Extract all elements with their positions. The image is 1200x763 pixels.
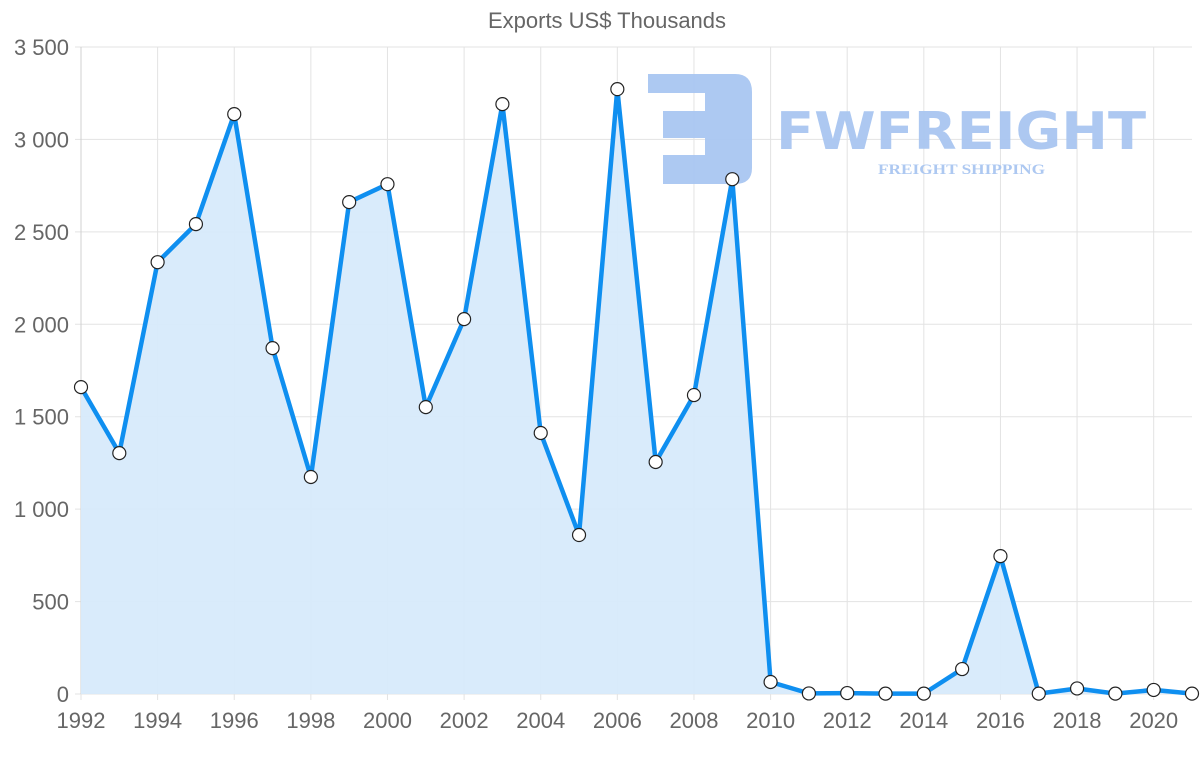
data-point[interactable]: [1184, 686, 1200, 701]
svg-text:FWFREIGHT: FWFREIGHT: [776, 102, 1147, 162]
data-points: [73, 82, 1200, 701]
data-point[interactable]: [342, 194, 357, 210]
data-point[interactable]: [840, 685, 855, 701]
x-tick-label: 2010: [746, 708, 795, 733]
x-tick-label: 2002: [440, 708, 489, 733]
data-point[interactable]: [1069, 681, 1085, 696]
data-point[interactable]: [227, 107, 242, 122]
y-tick-label: 500: [32, 590, 69, 615]
data-point[interactable]: [112, 446, 127, 461]
data-point[interactable]: [457, 312, 472, 327]
y-tick-label: 0: [57, 682, 69, 707]
data-point[interactable]: [303, 469, 318, 485]
data-point[interactable]: [571, 527, 587, 543]
x-axis: 1992 1994 1996 1998 2000 2002 2004 2006 2008 2010…: [57, 708, 1179, 733]
data-point[interactable]: [725, 172, 740, 187]
data-point[interactable]: [533, 425, 548, 441]
data-point[interactable]: [188, 216, 204, 232]
area-fill: [81, 89, 1192, 695]
x-tick-label: 2014: [899, 708, 948, 733]
y-tick-label: 1 000: [14, 497, 69, 522]
x-tick-label: 1994: [133, 708, 182, 733]
x-tick-label: 2016: [976, 708, 1025, 733]
data-point[interactable]: [993, 548, 1008, 564]
data-point[interactable]: [73, 380, 89, 395]
y-tick-label: 3 500: [14, 35, 69, 60]
data-point[interactable]: [610, 82, 625, 97]
data-point[interactable]: [1108, 686, 1123, 701]
data-point[interactable]: [1146, 682, 1161, 698]
data-point[interactable]: [418, 400, 433, 415]
data-point[interactable]: [916, 686, 931, 701]
y-tick-label: 1 500: [14, 405, 69, 430]
x-tick-label: 2000: [363, 708, 412, 733]
data-point[interactable]: [878, 686, 893, 701]
data-point[interactable]: [763, 674, 778, 690]
x-tick-label: 2004: [516, 708, 565, 733]
x-tick-label: 1998: [286, 708, 335, 733]
data-point[interactable]: [955, 661, 970, 677]
x-tick-label: 2006: [593, 708, 642, 733]
data-point[interactable]: [380, 177, 395, 192]
data-line: [79, 86, 1193, 696]
fwfreight-watermark: FWFREIGHT FREIGHT SHIPPING: [648, 74, 1147, 184]
x-tick-label: 1992: [57, 708, 106, 733]
y-tick-label: 3 000: [14, 127, 69, 152]
x-tick-label: 1996: [210, 708, 259, 733]
x-tick-label: 2020: [1129, 708, 1178, 733]
data-point[interactable]: [801, 686, 816, 701]
chart-title: Exports US$ Thousands: [487, 8, 727, 33]
data-point[interactable]: [686, 387, 702, 403]
svg-text:FREIGHT SHIPPING: FREIGHT SHIPPING: [878, 162, 1045, 178]
y-axis: 0 500 1 000 1 500 2 000 2 500 3 000 3 500: [14, 35, 69, 707]
x-tick-label: 2008: [669, 708, 718, 733]
y-tick-label: 2 500: [14, 220, 69, 245]
data-point[interactable]: [150, 255, 165, 270]
data-point[interactable]: [265, 341, 280, 356]
x-tick-label: 2018: [1053, 708, 1102, 733]
x-tick-label: 2012: [823, 708, 872, 733]
data-point[interactable]: [1031, 686, 1046, 701]
data-point[interactable]: [495, 97, 510, 112]
fwfreight-logo-icon: [648, 74, 752, 184]
y-tick-label: 2 000: [14, 312, 69, 337]
data-point[interactable]: [648, 454, 663, 470]
